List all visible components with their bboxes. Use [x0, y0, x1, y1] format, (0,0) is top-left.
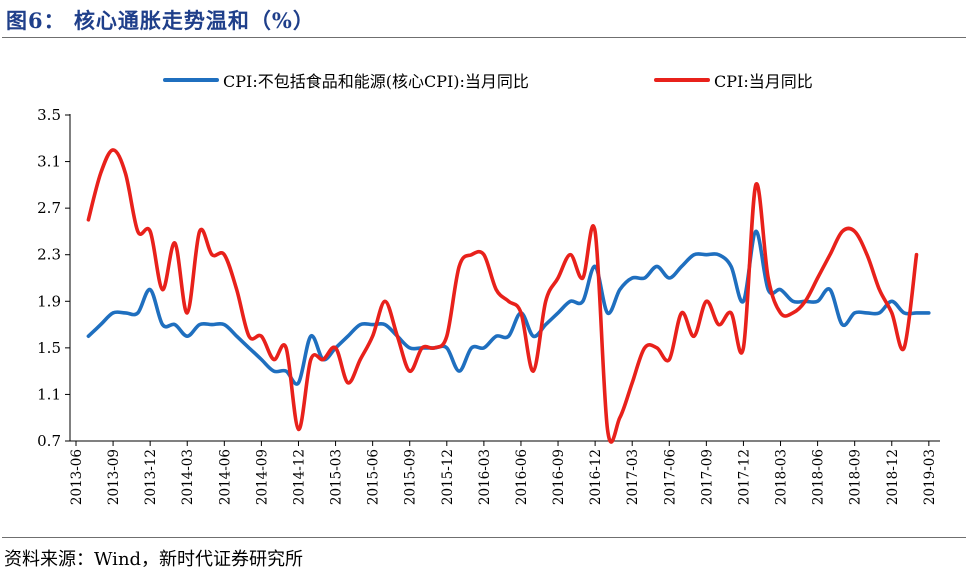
figure-title: 图6： 核心通胀走势温和（%） [6, 8, 315, 33]
x-tick-label: 2019-03 [922, 449, 938, 505]
x-tick-label: 2013-12 [143, 449, 159, 505]
x-tick-label: 2013-06 [69, 449, 85, 505]
legend-label-cpi: CPI:当月同比 [714, 72, 813, 91]
x-tick-label: 2017-03 [625, 449, 641, 505]
x-tick-label: 2014-06 [217, 449, 233, 505]
x-tick-label: 2016-12 [588, 449, 604, 505]
x-tick-label: 2014-12 [291, 449, 307, 505]
y-tick-label: 1.9 [37, 292, 61, 310]
x-tick-label: 2015-12 [440, 449, 456, 505]
legend-swatch-cpi [654, 78, 710, 82]
series-line-core-cpi [86, 229, 931, 386]
x-tick-label: 2013-09 [106, 449, 122, 505]
y-tick-label: 3.1 [37, 153, 61, 171]
legend-item-cpi: CPI:当月同比 [654, 68, 813, 92]
chart-legend: CPI:不包括食品和能源(核心CPI):当月同比 CPI:当月同比 [0, 68, 969, 92]
x-tick-label: 2017-06 [662, 449, 678, 505]
x-tick-label: 2014-09 [254, 449, 270, 505]
title-divider [2, 37, 966, 38]
legend-item-core-cpi: CPI:不包括食品和能源(核心CPI):当月同比 [163, 68, 529, 92]
x-tick-label: 2016-09 [551, 449, 567, 505]
x-tick-label: 2017-12 [736, 449, 752, 505]
chart-axes [69, 114, 940, 442]
x-tick-label: 2018-03 [774, 449, 790, 505]
y-tick-label: 1.5 [37, 339, 61, 357]
x-tick-label: 2018-09 [848, 449, 864, 505]
legend-label-core-cpi: CPI:不包括食品和能源(核心CPI):当月同比 [223, 72, 529, 91]
y-tick-label: 1.1 [37, 385, 61, 403]
series-line-cpi [86, 148, 919, 444]
legend-swatch-core-cpi [163, 78, 219, 82]
x-tick-label: 2014-03 [180, 449, 196, 505]
x-tick-label: 2015-03 [329, 449, 345, 505]
x-axis-ticks: 2013-06 2013-09 2013-12 2014-03 2014-06 2014-… [69, 441, 938, 505]
x-tick-label: 2016-06 [514, 449, 530, 505]
source-divider [2, 537, 966, 538]
y-tick-label: 3.5 [37, 106, 61, 124]
x-tick-label: 2015-06 [366, 449, 382, 505]
x-tick-label: 2015-09 [403, 449, 419, 505]
y-tick-label: 2.7 [37, 199, 61, 217]
x-tick-label: 2018-12 [885, 449, 901, 505]
y-tick-label: 0.7 [37, 432, 61, 450]
x-tick-label: 2017-09 [699, 449, 715, 505]
y-axis-ticks: 3.5 3.1 2.7 2.3 1.9 1.5 1.1 0.7 [37, 106, 70, 450]
y-tick-label: 2.3 [37, 246, 61, 264]
series-lines [86, 148, 931, 444]
x-tick-label: 2016-03 [477, 449, 493, 505]
x-tick-label: 2018-06 [811, 449, 827, 505]
source-note: 资料来源：Wind，新时代证券研究所 [4, 549, 304, 570]
